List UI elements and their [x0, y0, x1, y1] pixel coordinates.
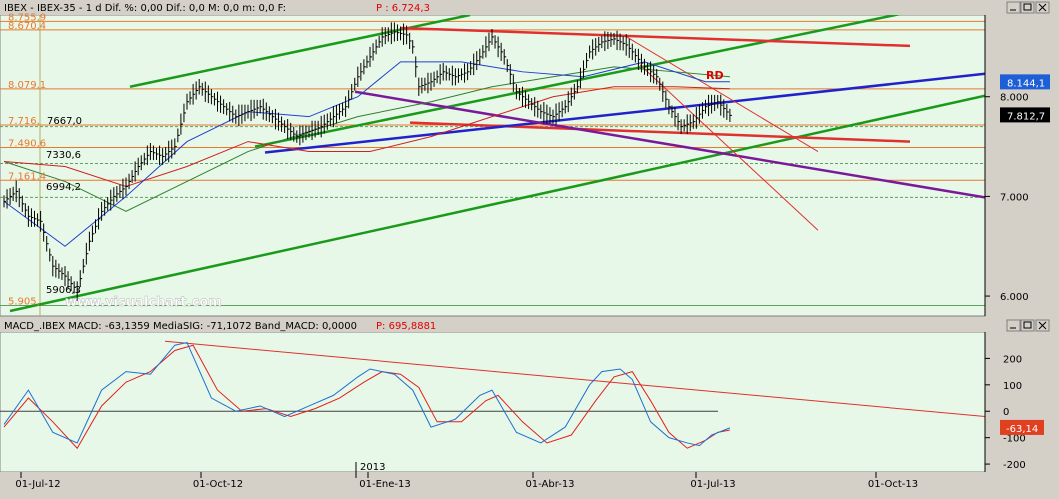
watermark: www.visualchart.com — [65, 295, 222, 310]
thin-red-line-1 — [624, 35, 819, 152]
lower-channel-line — [9, 94, 985, 313]
macd-window-button-frame — [1006, 319, 1021, 332]
macd-window-button-close[interactable] — [1035, 319, 1050, 332]
ma-blue-line — [3, 61, 730, 247]
ma-green-line — [3, 66, 730, 212]
price-bars — [3, 22, 732, 301]
macd-plot-area — [0, 331, 986, 473]
purple-trend-line — [354, 90, 985, 199]
macd-window-button-maximize[interactable] — [1020, 319, 1035, 332]
price-axis-label: 6.000 — [1000, 292, 1029, 303]
year-marker-label: 2013 — [360, 462, 385, 473]
point-label: 7667,0 — [47, 116, 82, 127]
macd-window-button-minimize[interactable] — [1006, 319, 1021, 332]
price-tag-label: 8.144,1 — [1007, 78, 1045, 89]
macd-p-label: P: 695,8881 — [376, 321, 436, 332]
price-tag-box — [1000, 107, 1050, 123]
close-icon-stroke — [1038, 321, 1047, 330]
point-label: 6994,2 — [46, 182, 81, 193]
price-header-bar — [0, 0, 1059, 15]
macd-axis-label: -100 — [1003, 434, 1026, 445]
macd-axis-label: 200 — [1003, 354, 1022, 365]
time-tick-label: 01-Abr-13 — [525, 479, 574, 490]
close-icon-stroke — [1038, 3, 1047, 12]
maximize-icon — [1023, 321, 1032, 329]
price-window-button-maximize[interactable] — [1020, 1, 1035, 14]
blue-trend-line — [264, 72, 985, 154]
price-window-button-frame — [1006, 1, 1021, 14]
fib-level-label: 7.161,4 — [8, 171, 46, 182]
resistance-red-line — [399, 26, 911, 48]
macd-axis-label: 100 — [1003, 381, 1022, 392]
price-window-button-frame — [1020, 1, 1035, 14]
maximize-icon — [1023, 3, 1032, 11]
price-plot-area — [0, 14, 986, 317]
fib-level-label: 5.905, — [8, 297, 40, 308]
rd-annotation: RD — [706, 69, 724, 82]
price-tag-box — [1000, 74, 1050, 90]
price-tag-label: 7.812,7 — [1007, 111, 1045, 122]
point-label: 5906,3 — [46, 285, 81, 296]
time-tick-label: 01-Jul-12 — [15, 479, 60, 490]
price-window-button-close[interactable] — [1035, 1, 1050, 14]
price-axis-label: 8.000 — [1000, 93, 1029, 104]
upper-channel-line — [129, 15, 471, 88]
thin-red-line-2 — [639, 64, 819, 231]
macd-line — [3, 341, 731, 447]
macd-header-text: MACD_.IBEX MACD: -63,1359 MediaSIG: -71,… — [4, 321, 357, 332]
time-axis-area — [0, 472, 1059, 495]
macd-axis-area — [985, 332, 1059, 472]
fib-level-label: 7.490,6 — [8, 138, 46, 149]
price-p-label: P : 6.724,3 — [376, 3, 430, 14]
price-axis-label: 7.000 — [1000, 192, 1029, 203]
macd-signal-line — [3, 344, 730, 450]
support-red-line — [409, 121, 911, 143]
time-tick-label: 01-Oct-12 — [193, 479, 243, 490]
price-plot-layer — [0, 15, 985, 316]
fib-level-label: 8.670,4 — [8, 21, 46, 32]
macd-axis-label: 0 — [1003, 407, 1009, 418]
macd-tag-box — [1000, 419, 1044, 435]
time-tick-label: 01-Oct-13 — [868, 479, 918, 490]
macd-plot-layer — [0, 340, 985, 450]
point-label: 7330,6 — [46, 150, 81, 161]
time-tick-label: 01-Jul-13 — [690, 479, 735, 490]
price-header-text: IBEX - IBEX-35 - 1 d Dif. %: 0,00 Dif.: … — [4, 3, 286, 14]
macd-window-button-frame — [1020, 319, 1035, 332]
fib-level-label: 7.716, — [8, 116, 40, 127]
price-window-button-minimize[interactable] — [1006, 1, 1021, 14]
macd-tag-label: -63,14 — [1006, 424, 1038, 435]
price-axis-area — [985, 15, 1059, 316]
fib-level-label: 8.755,9 — [8, 12, 46, 23]
macd-axis-label: -200 — [1003, 460, 1026, 471]
time-tick-label: 01-Ene-13 — [359, 479, 410, 490]
macd-trend-line — [164, 340, 985, 418]
fib-level-label: 8.079,1 — [8, 80, 46, 91]
macd-header-bar — [0, 318, 1059, 332]
